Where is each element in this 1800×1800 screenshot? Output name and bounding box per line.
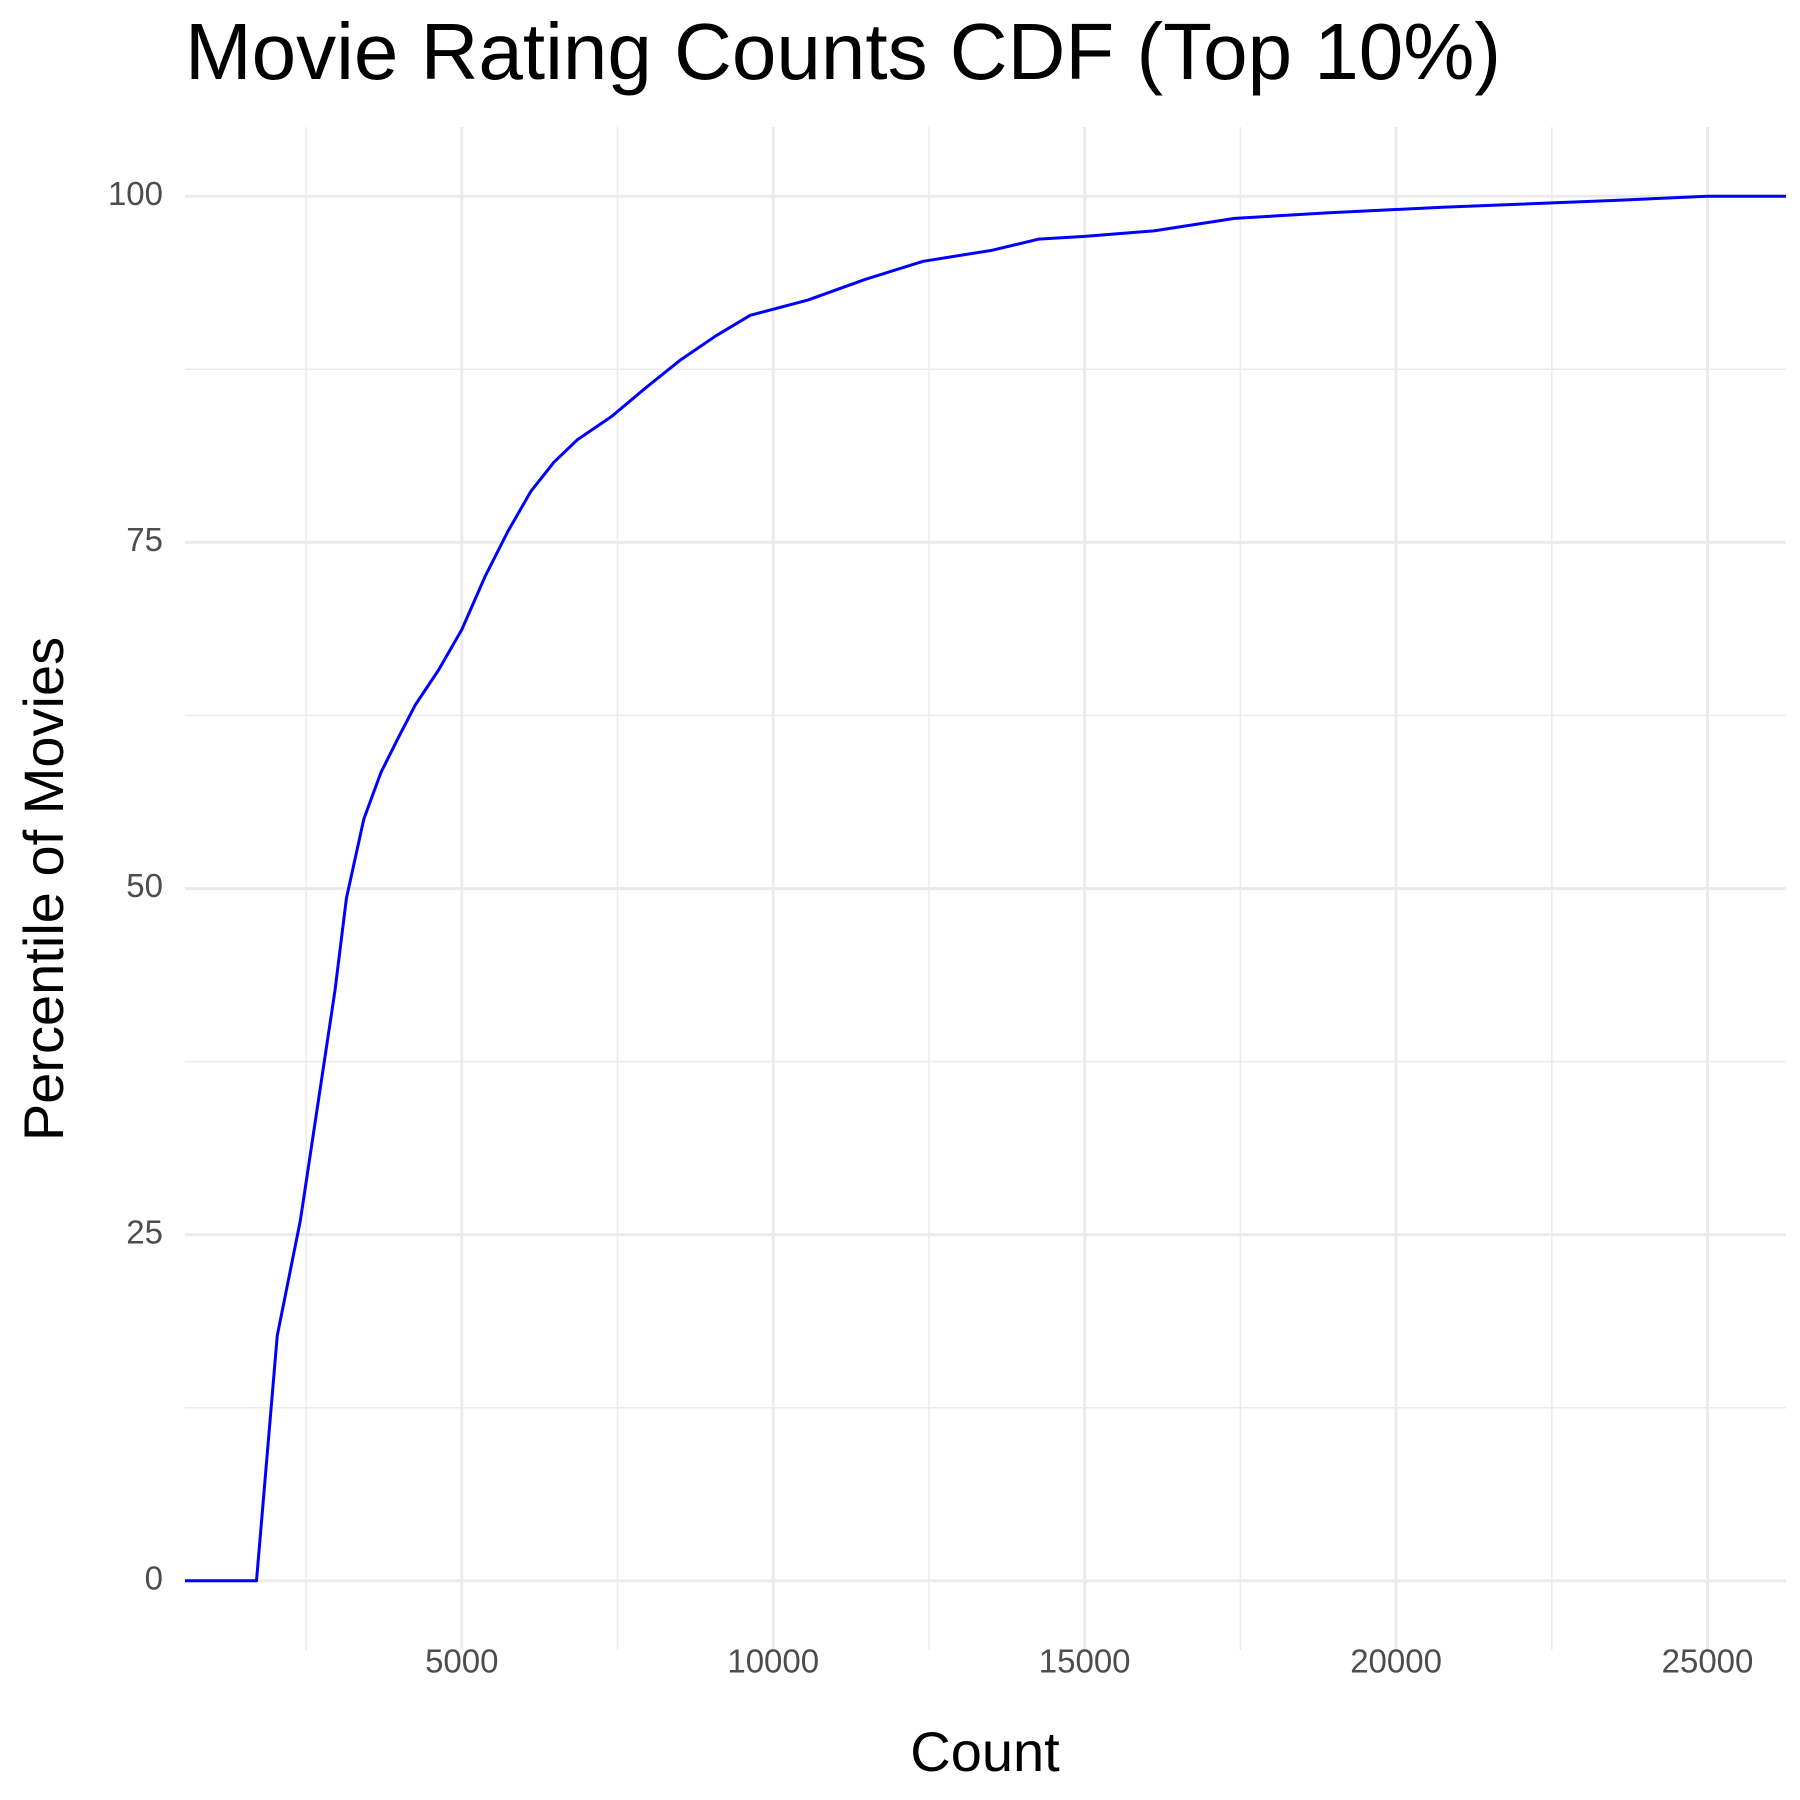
chart-title: Movie Rating Counts CDF (Top 10%) — [185, 7, 1501, 96]
x-tick-label: 5000 — [425, 1643, 498, 1680]
y-tick-label: 100 — [108, 175, 163, 212]
y-tick-label: 25 — [126, 1213, 163, 1250]
cdf-line — [185, 194, 1786, 1583]
x-axis-title: Count — [910, 1720, 1060, 1783]
y-axis-title: Percentile of Movies — [12, 637, 75, 1141]
x-tick-label: 15000 — [1039, 1643, 1131, 1680]
x-tick-label: 20000 — [1350, 1643, 1442, 1680]
y-tick-label: 50 — [126, 867, 163, 904]
x-tick-label: 25000 — [1662, 1643, 1754, 1680]
x-tick-label: 10000 — [727, 1643, 819, 1680]
grid — [185, 127, 1786, 1650]
y-tick-label: 0 — [145, 1559, 163, 1596]
y-tick-label: 75 — [126, 521, 163, 558]
